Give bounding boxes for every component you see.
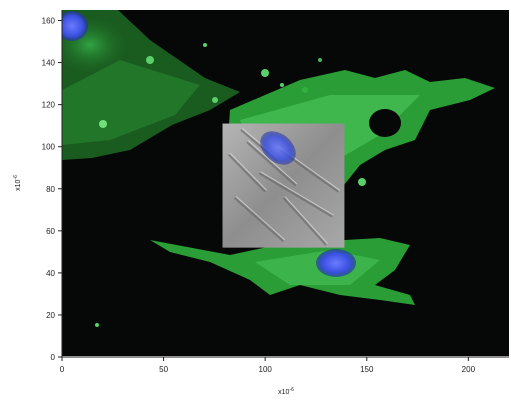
dic-relief-highlight (229, 152, 268, 191)
y-tick-label: 0 (51, 353, 56, 362)
dic-relief-highlight (284, 196, 329, 244)
y-axis-label: x10-6 (13, 175, 22, 191)
fluorescence-image (62, 10, 495, 327)
axes: 0 50 100 150 200 0 20 40 60 80 100 120 140 160 (42, 10, 509, 374)
y-tick-label: 40 (46, 269, 55, 278)
x-ticks: 0 50 100 150 200 (60, 357, 476, 374)
dic-relief-streak (258, 172, 333, 218)
x-tick-label: 0 (60, 365, 65, 374)
dic-relief-highlight (260, 171, 334, 216)
y-tick-label: 20 (46, 311, 55, 320)
dic-relief-highlight (248, 140, 298, 185)
x-tick-label: 150 (360, 365, 374, 374)
y-tick-label: 60 (46, 227, 55, 236)
dic-relief-streak (282, 197, 327, 246)
y-ticks: 0 20 40 60 80 100 120 140 160 (42, 17, 62, 362)
x-axis-label: x10-6 (278, 387, 294, 396)
x-tick-label: 200 (462, 365, 476, 374)
x-tick-label: 50 (159, 365, 168, 374)
x-tick-label: 100 (259, 365, 273, 374)
y-tick-label: 120 (42, 101, 56, 110)
dic-relief-highlight (235, 196, 286, 241)
dic-relief-streak (227, 153, 266, 193)
dic-relief-streak (246, 141, 297, 187)
y-tick-label: 160 (42, 17, 56, 26)
y-tick-label: 80 (46, 185, 55, 194)
nucleus-top-left (62, 11, 88, 41)
y-tick-label: 140 (42, 59, 56, 68)
nucleus-upper (260, 131, 296, 165)
dic-relief-streak (234, 197, 285, 243)
nucleus-lower (316, 249, 356, 277)
y-tick-label: 100 (42, 143, 56, 152)
